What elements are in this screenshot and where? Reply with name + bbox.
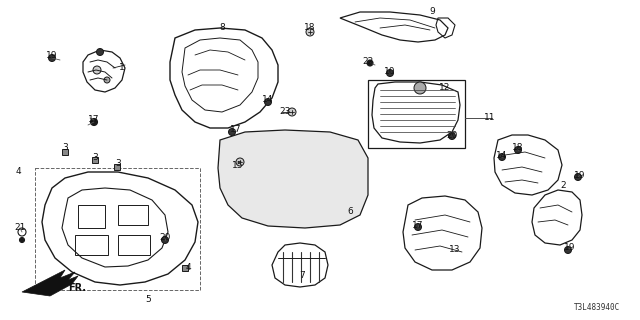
- Text: 10: 10: [384, 68, 396, 76]
- Text: 14: 14: [262, 95, 274, 105]
- Bar: [92, 157, 98, 163]
- Circle shape: [306, 28, 314, 36]
- Circle shape: [288, 108, 296, 116]
- Text: 7: 7: [299, 270, 305, 279]
- Polygon shape: [22, 270, 78, 296]
- Bar: [35, 168, 200, 290]
- Circle shape: [367, 60, 373, 66]
- Text: 14: 14: [496, 150, 508, 159]
- Text: 18: 18: [512, 143, 524, 153]
- Text: 8: 8: [219, 23, 225, 33]
- Circle shape: [499, 154, 506, 161]
- Circle shape: [236, 158, 244, 166]
- Bar: [114, 164, 120, 170]
- Circle shape: [93, 66, 101, 74]
- Text: 4: 4: [185, 263, 191, 273]
- Bar: [182, 265, 188, 271]
- Text: 20: 20: [159, 234, 171, 243]
- Circle shape: [97, 49, 104, 55]
- Circle shape: [415, 223, 422, 230]
- Text: 4: 4: [15, 167, 21, 177]
- Circle shape: [19, 237, 24, 243]
- Polygon shape: [218, 130, 368, 228]
- Text: 9: 9: [429, 7, 435, 17]
- Text: 11: 11: [484, 114, 496, 123]
- Text: 5: 5: [145, 295, 151, 305]
- Text: 23: 23: [279, 108, 291, 116]
- Circle shape: [515, 147, 522, 154]
- Circle shape: [104, 77, 110, 83]
- Circle shape: [49, 54, 56, 61]
- Bar: [62, 149, 68, 155]
- Text: 20: 20: [446, 131, 458, 140]
- Text: 22: 22: [362, 58, 374, 67]
- Circle shape: [90, 118, 97, 125]
- Text: 12: 12: [439, 84, 451, 92]
- Text: 17: 17: [230, 125, 242, 134]
- Text: 13: 13: [449, 245, 461, 254]
- Text: T3L483940C: T3L483940C: [573, 303, 620, 312]
- Text: 17: 17: [412, 220, 424, 229]
- Text: 1: 1: [119, 63, 125, 73]
- Circle shape: [161, 236, 168, 244]
- Text: 3: 3: [92, 154, 98, 163]
- Text: 21: 21: [14, 223, 26, 233]
- Text: 15: 15: [232, 161, 244, 170]
- Text: FR.: FR.: [68, 283, 86, 293]
- Text: 6: 6: [347, 207, 353, 217]
- Text: 19: 19: [46, 51, 58, 60]
- Circle shape: [264, 99, 271, 106]
- Text: 3: 3: [115, 158, 121, 167]
- Circle shape: [564, 246, 572, 253]
- Text: 19: 19: [564, 244, 576, 252]
- Circle shape: [414, 82, 426, 94]
- Circle shape: [228, 129, 236, 135]
- Text: 3: 3: [62, 143, 68, 153]
- Text: 17: 17: [88, 116, 100, 124]
- Text: 2: 2: [560, 180, 566, 189]
- Text: 19: 19: [574, 171, 586, 180]
- Circle shape: [575, 173, 582, 180]
- Circle shape: [449, 132, 456, 140]
- Circle shape: [387, 69, 394, 76]
- Text: 18: 18: [304, 23, 316, 33]
